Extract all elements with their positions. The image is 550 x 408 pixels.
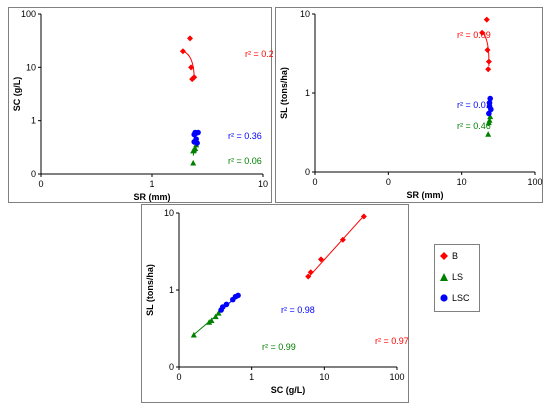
data-point-b — [307, 269, 314, 276]
legend-item-b: B — [440, 249, 458, 263]
x-tick-label: 0 — [386, 177, 391, 187]
data-point-ls — [215, 309, 222, 316]
x-tick-label: 100 — [527, 177, 542, 187]
data-point-lsc — [235, 292, 241, 299]
chart-panel-sl-vs-sr: 0 1 10 0 0 10 100 SR (mm) SL (tons/ha) r² = 0.09 r… — [275, 7, 543, 203]
data-point-b — [485, 58, 492, 65]
r2-annotation-ls: r² = 0.06 — [228, 156, 262, 166]
data-point-ls — [487, 113, 494, 120]
data-point-b — [483, 16, 490, 23]
y-tick-label: 0 — [169, 362, 174, 372]
x-tick-label: 0 — [312, 177, 317, 187]
data-point-b — [188, 64, 195, 71]
legend-item-lsc: LSC — [440, 291, 470, 305]
x-tick-label: 0 — [176, 372, 181, 382]
chart-panel-sc-vs-sr: 0 1 10 100 0 1 10 SR (mm) SC (g/L) r² = 0.20 r² = … — [8, 7, 273, 203]
r2-annotation-lsc: r² = 0.36 — [228, 131, 262, 141]
y-tick-label: 1 — [31, 116, 36, 126]
y-axis-label: SL (tons/ha) — [279, 67, 289, 119]
legend-marker-triangle-icon — [440, 273, 448, 281]
data-point-b — [187, 35, 194, 42]
r2-annotation-lsc: r² = 0.01 — [457, 100, 491, 110]
legend: B LS LSC — [434, 244, 480, 312]
y-tick-label: 1 — [169, 285, 174, 295]
fit-line-b — [182, 50, 195, 78]
legend-label: LSC — [452, 293, 470, 303]
data-point-lsc — [195, 129, 201, 136]
data-point-ls — [485, 131, 492, 137]
r2-annotation-ls: r² = 0.46 — [457, 121, 491, 131]
data-point-ls — [192, 145, 199, 151]
data-point-b — [305, 273, 312, 280]
chart-panel-sl-vs-sc: 0 1 10 0 1 10 100 SC (g/L) SL (tons/ha) r² = 0.97… — [141, 204, 409, 403]
data-point-lsc — [486, 103, 493, 110]
y-tick-label: 0 — [305, 167, 310, 177]
y-tick-label: 10 — [164, 208, 174, 218]
x-tick-label: 1 — [249, 372, 254, 382]
chart-sc-vs-sr: 0 1 10 100 0 1 10 SR (mm) SC (g/L) r² = 0.20 r² = … — [12, 9, 273, 202]
data-point-lsc — [223, 301, 230, 308]
legend-label: LS — [452, 272, 464, 282]
data-point-ls — [212, 313, 219, 320]
x-axis-label: SR (mm) — [406, 190, 443, 200]
legend-label: B — [452, 251, 459, 261]
data-point-b — [360, 213, 367, 220]
x-axis-label: SC (g/L) — [271, 385, 306, 395]
data-point-b — [191, 74, 198, 81]
x-axis-label: SR (mm) — [133, 192, 170, 202]
data-point-b — [485, 66, 492, 73]
fit-line-b — [307, 215, 365, 278]
y-tick-label: 10 — [300, 9, 310, 19]
x-tick-label: 0 — [38, 179, 43, 189]
x-tick-label: 1 — [149, 179, 154, 189]
legend-item-ls: LS — [440, 270, 463, 284]
r2-annotation-ls: r² = 0.99 — [262, 342, 296, 352]
y-tick-label: 10 — [26, 62, 36, 72]
y-tick-label: 100 — [21, 9, 36, 19]
data-point-b — [479, 29, 486, 36]
x-tick-label: 10 — [319, 372, 329, 382]
y-axis-label: SL (tons/ha) — [145, 264, 155, 316]
data-point-b — [318, 256, 325, 263]
x-tick-label: 100 — [389, 372, 404, 382]
y-tick-label: 1 — [305, 88, 310, 98]
r2-annotation-b: r² = 0.20 — [245, 49, 273, 59]
r2-annotation-b: r² = 0.97 — [375, 336, 409, 346]
data-point-ls — [190, 331, 197, 338]
data-point-lsc — [487, 95, 494, 102]
y-axis-label: SC (g/L) — [12, 77, 22, 112]
legend-marker-circle-icon — [440, 294, 448, 302]
data-point-lsc — [194, 140, 200, 146]
r2-annotation-lsc: r² = 0.98 — [281, 305, 315, 315]
data-point-b — [179, 48, 186, 55]
x-tick-label: 10 — [258, 179, 268, 189]
legend-marker-diamond-icon — [440, 252, 448, 260]
data-point-b — [339, 236, 346, 243]
x-tick-label: 10 — [457, 177, 467, 187]
data-point-b — [484, 47, 491, 54]
y-tick-label: 0 — [31, 169, 36, 179]
data-point-ls — [190, 159, 197, 166]
data-point-ls — [486, 117, 493, 123]
data-point-ls — [208, 317, 215, 324]
r2-annotation-b: r² = 0.09 — [457, 30, 491, 40]
